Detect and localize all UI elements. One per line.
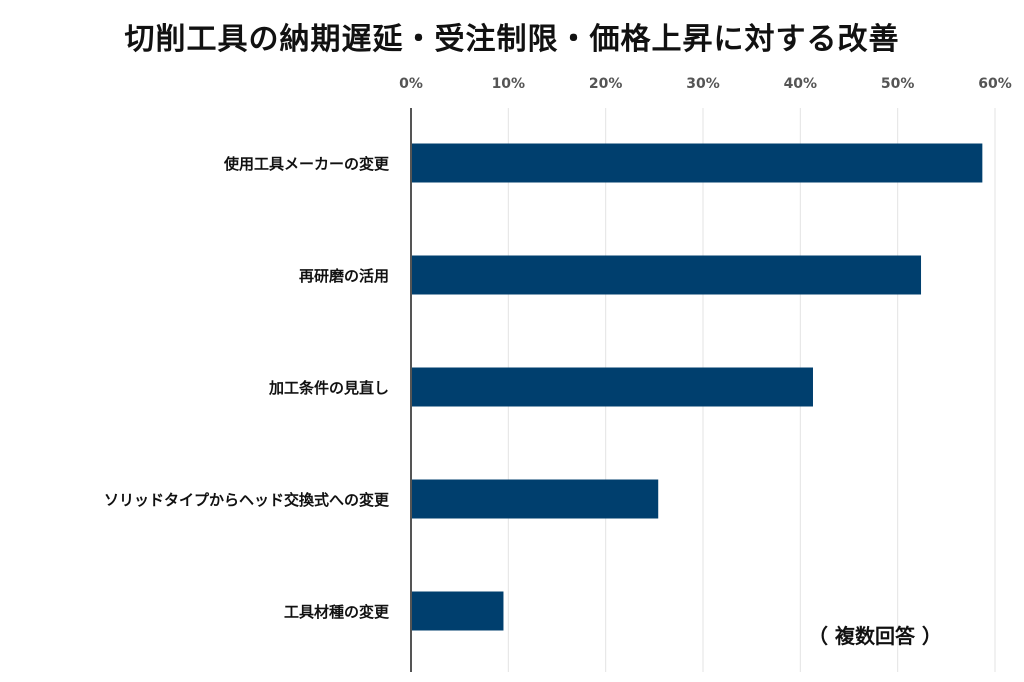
x-tick-label: 60% [978,76,1012,92]
x-tick-label: 40% [784,76,818,92]
category-label: ソリッドタイプからヘッド交換式への変更 [104,491,390,509]
bar [411,591,504,631]
category-label: 再研磨の活用 [299,267,389,285]
x-tick-label: 0% [399,76,423,92]
x-tick-label: 10% [492,76,526,92]
chart-title: 切削工具の納期遅延・受注制限・価格上昇に対する改善 [124,22,900,57]
bar [411,143,983,183]
x-tick-label: 50% [881,76,915,92]
category-label: 使用工具メーカーの変更 [223,155,390,173]
category-label: 工具材種の変更 [284,603,390,621]
bar [411,479,659,519]
category-labels: 使用工具メーカーの変更再研磨の活用加工条件の見直しソリッドタイプからヘッド交換式… [104,155,390,621]
bars [411,143,983,631]
bar [411,367,813,407]
chart-note: （ 複数回答 ） [808,624,942,648]
bar [411,255,922,295]
x-tick-label: 20% [589,76,623,92]
x-axis-ticks: 0% 10% 20% 30% 40% 50% 60% [399,76,1012,92]
x-tick-label: 30% [686,76,720,92]
category-label: 加工条件の見直し [268,379,389,397]
